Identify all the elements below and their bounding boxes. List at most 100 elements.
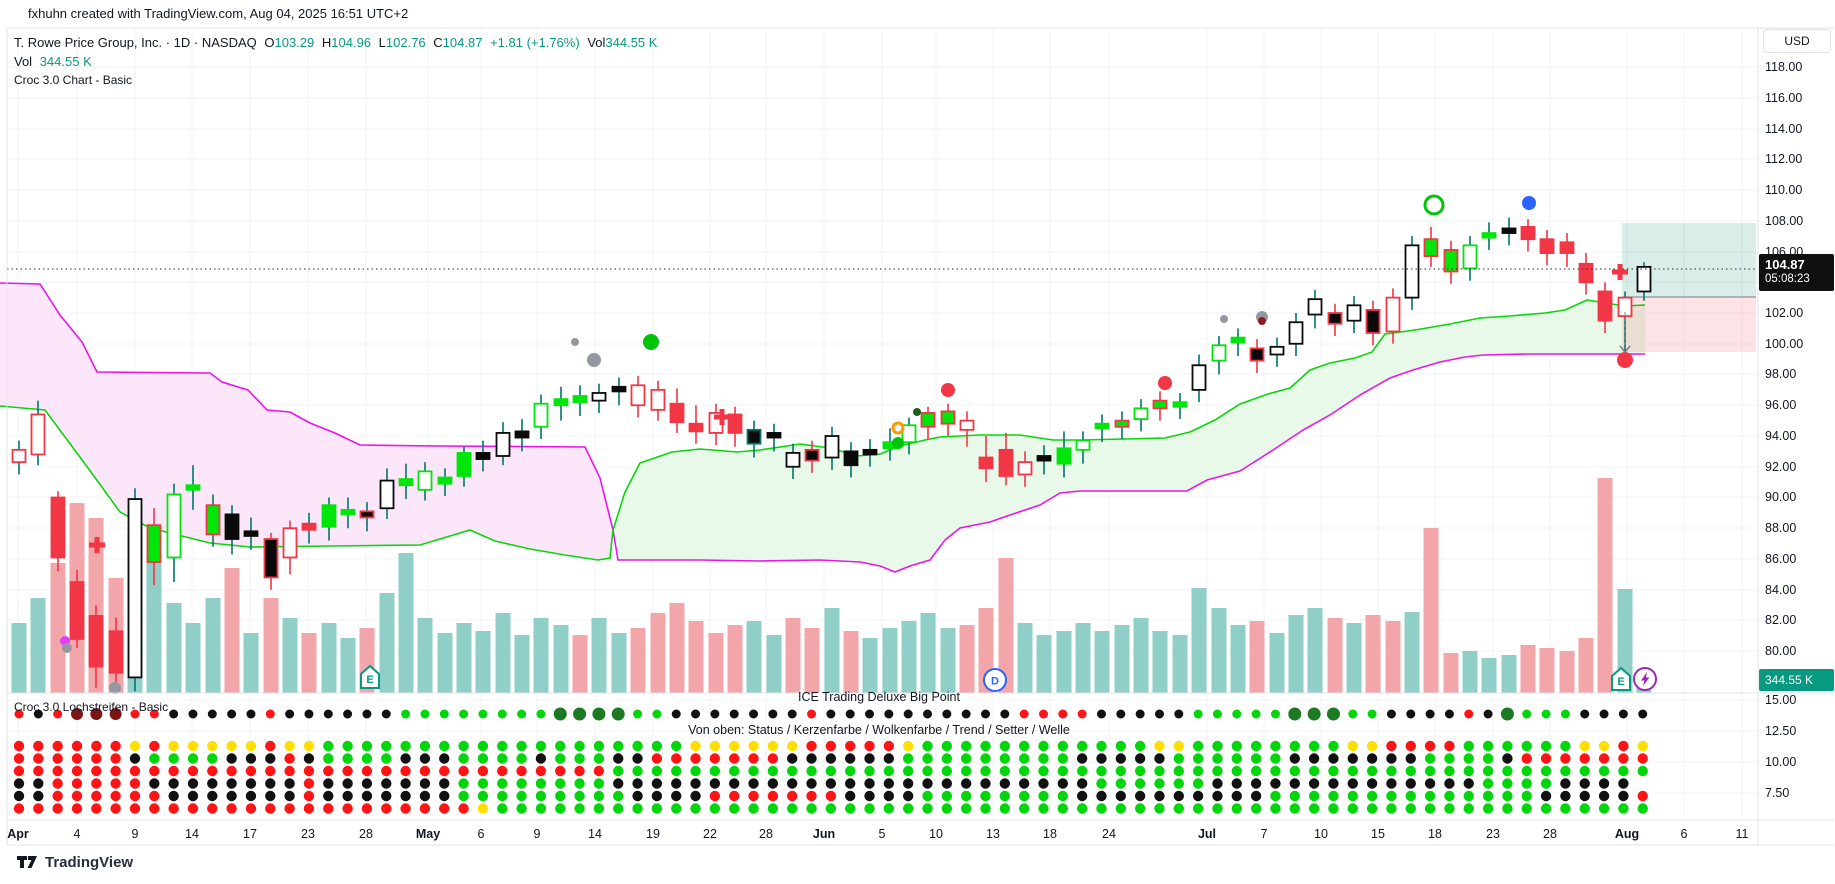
- indicator-legend[interactable]: Croc 3.0 Chart - Basic: [14, 73, 133, 87]
- tape-dot: [52, 765, 63, 777]
- tape-dot: [361, 803, 373, 814]
- candle-body: [127, 498, 143, 679]
- tape-dot: [787, 778, 798, 789]
- volume-bar: [321, 623, 337, 693]
- tape-dot: [1463, 753, 1474, 764]
- volume-bar: [1133, 618, 1149, 693]
- tape-dot: [1502, 765, 1513, 777]
- signal-dot: [1220, 315, 1228, 323]
- tape-dot: [245, 790, 257, 802]
- tape-dot: [129, 803, 141, 814]
- tape-dot: [477, 765, 489, 777]
- tape-dot: [1618, 709, 1628, 719]
- candle-body: [1269, 345, 1285, 356]
- time-label-day: 7: [1261, 827, 1268, 841]
- tape-dot: [1174, 709, 1184, 719]
- tape-dot: [845, 709, 855, 719]
- lower-indicator-legend[interactable]: Croc 3.0 Lochstreifen - Basic: [14, 700, 169, 714]
- tape-dot: [555, 790, 566, 802]
- tape-dot: [980, 740, 991, 752]
- dividend-badge-letter: D: [991, 676, 999, 688]
- tape-dot: [1599, 709, 1609, 719]
- volume-bar: [1365, 615, 1381, 693]
- time-label-day: 14: [588, 827, 602, 841]
- candle-body: [553, 398, 569, 407]
- volume-bar: [263, 598, 279, 693]
- tape-dot: [980, 803, 991, 814]
- tape-dot: [1251, 709, 1261, 719]
- volume-bar: [514, 635, 530, 693]
- tape-dot: [1482, 790, 1494, 802]
- ohlc-low-value: 102.76: [385, 35, 426, 50]
- tape-dot: [902, 740, 914, 752]
- tape-dot: [574, 790, 585, 802]
- tape-dot: [458, 740, 469, 752]
- tape-dot: [729, 790, 740, 802]
- candle-body: [11, 448, 27, 464]
- tape-dot: [574, 803, 585, 814]
- tape-dot: [709, 778, 721, 789]
- volume-bar: [630, 628, 646, 693]
- tape-dot: [787, 765, 798, 777]
- volume-bar: [1346, 623, 1362, 693]
- tape-dot: [1193, 709, 1203, 719]
- tape-dot: [1057, 790, 1069, 802]
- tape-dot: [825, 740, 837, 752]
- tape-dot: [1076, 753, 1088, 764]
- tape-dot: [1076, 765, 1088, 777]
- tape-dot: [980, 765, 991, 777]
- candle: [785, 443, 801, 480]
- candle-body: [1307, 298, 1323, 316]
- price-tick-label: 114.00: [1765, 122, 1802, 136]
- candle: [804, 440, 820, 473]
- candle-body: [417, 470, 433, 491]
- tape-dot: [497, 753, 508, 764]
- candle-body: [901, 424, 917, 444]
- signal-dot: [1158, 376, 1172, 390]
- ohlc-low-label: L: [378, 35, 386, 50]
- tape-dot: [1308, 740, 1320, 752]
- tape-dot: [1560, 790, 1571, 802]
- candle: [243, 517, 259, 550]
- tape-dot: [1270, 790, 1281, 802]
- tape-dot: [632, 740, 643, 752]
- tape-dot: [1096, 709, 1106, 719]
- tape-dot: [381, 709, 391, 719]
- symbol-title[interactable]: T. Rowe Price Group, Inc. · 1D · NASDAQ: [14, 35, 257, 50]
- tape-dot: [1232, 709, 1242, 719]
- tape-dot: [478, 709, 488, 719]
- tape-dot: [33, 740, 44, 752]
- tape-dot: [1482, 803, 1494, 814]
- currency-button[interactable]: USD: [1763, 29, 1831, 53]
- volume-legend-row[interactable]: Vol 344.55 K: [14, 52, 657, 71]
- candle: [1133, 399, 1149, 432]
- price-tick-label: 100.00: [1765, 337, 1803, 351]
- tape-dot: [497, 790, 508, 802]
- volume-bar: [282, 618, 298, 693]
- candle-body: [1539, 238, 1555, 254]
- candle-body: [1520, 225, 1536, 241]
- volume-bar: [166, 603, 182, 693]
- tape-dot: [323, 778, 334, 789]
- time-label-day: 17: [243, 827, 257, 841]
- tape-dot: [1096, 740, 1107, 752]
- tape-dot: [1444, 740, 1455, 752]
- tape-dot: [1637, 740, 1648, 752]
- volume-bar: [611, 633, 627, 693]
- candle: [379, 468, 395, 520]
- tape-dot: [748, 765, 759, 777]
- candle-body: [1365, 309, 1381, 334]
- tape-dot: [439, 803, 450, 814]
- symbol-title-row[interactable]: T. Rowe Price Group, Inc. · 1D · NASDAQ …: [14, 33, 657, 52]
- candle-body: [1211, 344, 1227, 362]
- volume-bar: [901, 621, 917, 693]
- time-label-month: Apr: [7, 827, 29, 841]
- tradingview-logo[interactable]: TradingView: [16, 853, 133, 871]
- tape-dot: [33, 709, 43, 719]
- tape-dot: [1173, 753, 1185, 764]
- tape-dot: [52, 778, 63, 789]
- tape-dot: [709, 803, 721, 814]
- earnings-badge-shape: [1611, 666, 1631, 691]
- tape-dot: [1289, 790, 1300, 802]
